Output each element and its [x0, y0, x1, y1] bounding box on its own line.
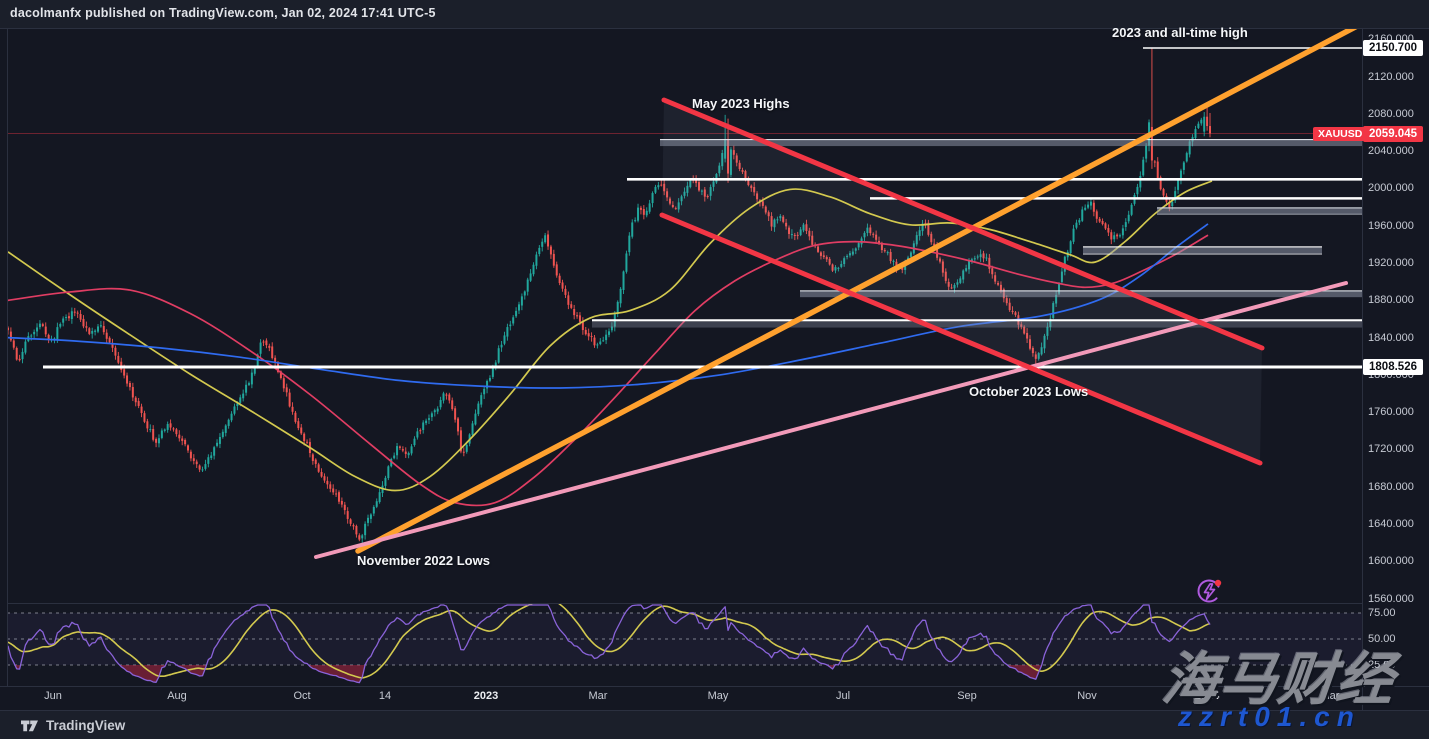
- symbol-badge: XAUUSD: [1313, 127, 1368, 141]
- watermark-url: zzrt01.cn: [1178, 701, 1361, 732]
- price-axis-tick: 1840.000: [1368, 331, 1414, 344]
- price-axis-tick: 2080.000: [1368, 107, 1414, 120]
- footer-bar: TradingView: [0, 711, 1429, 739]
- chart-annotation: November 2022 Lows: [357, 553, 490, 568]
- time-axis-tick: Mar: [1320, 690, 1340, 702]
- price-axis-tick: 2000.000: [1368, 182, 1414, 195]
- ath-price-label: 2150.700: [1363, 40, 1423, 56]
- time-axis-tick: May: [707, 690, 729, 702]
- price-axis-tick: 1960.000: [1368, 219, 1414, 232]
- rsi-axis-tick: 25.00: [1368, 659, 1396, 671]
- time-axis-tick: 14: [378, 690, 392, 702]
- time-axis-tick: Mar: [588, 690, 608, 702]
- tradingview-logo-icon[interactable]: [20, 717, 39, 734]
- time-axis-tick: 2024: [1194, 690, 1220, 702]
- flash-ideas-icon[interactable]: [1194, 573, 1226, 607]
- price-axis-tick: 2040.000: [1368, 145, 1414, 158]
- price-axis-tick: 1880.000: [1368, 294, 1414, 307]
- publish-info: dacolmanfx published on TradingView.com,…: [10, 6, 436, 20]
- time-axis-tick: Jul: [835, 690, 851, 702]
- time-axis-tick: Sep: [957, 690, 977, 702]
- time-axis-tick: 2023: [473, 690, 499, 702]
- time-axis-tick: Jun: [44, 690, 62, 702]
- last-price-label: 2059.045: [1363, 126, 1423, 142]
- price-axis-tick: 1560.000: [1368, 592, 1414, 605]
- price-axis-tick: 1680.000: [1368, 480, 1414, 493]
- chart-annotation: 2023 and all-time high: [1112, 25, 1248, 40]
- price-axis-tick: 1720.000: [1368, 443, 1414, 456]
- rsi-axis-tick: 75.00: [1368, 607, 1396, 619]
- support-price-label: 1808.526: [1363, 359, 1423, 375]
- price-axis-tick: 1640.000: [1368, 518, 1414, 531]
- time-axis-tick: Nov: [1077, 690, 1097, 702]
- price-axis-tick: 1760.000: [1368, 406, 1414, 419]
- price-axis-tick: 1600.000: [1368, 555, 1414, 568]
- price-axis-tick: 2120.000: [1368, 70, 1414, 83]
- time-axis-tick: Oct: [293, 690, 311, 702]
- chart-annotation: May 2023 Highs: [692, 96, 790, 111]
- rsi-axis-tick: 50.00: [1368, 633, 1396, 645]
- tradingview-brand[interactable]: TradingView: [46, 717, 126, 733]
- chart-annotation: October 2023 Lows: [969, 384, 1089, 399]
- price-axis-tick: 1920.000: [1368, 257, 1414, 270]
- time-axis-tick: Aug: [167, 690, 187, 702]
- chart-header: dacolmanfx published on TradingView.com,…: [10, 6, 436, 20]
